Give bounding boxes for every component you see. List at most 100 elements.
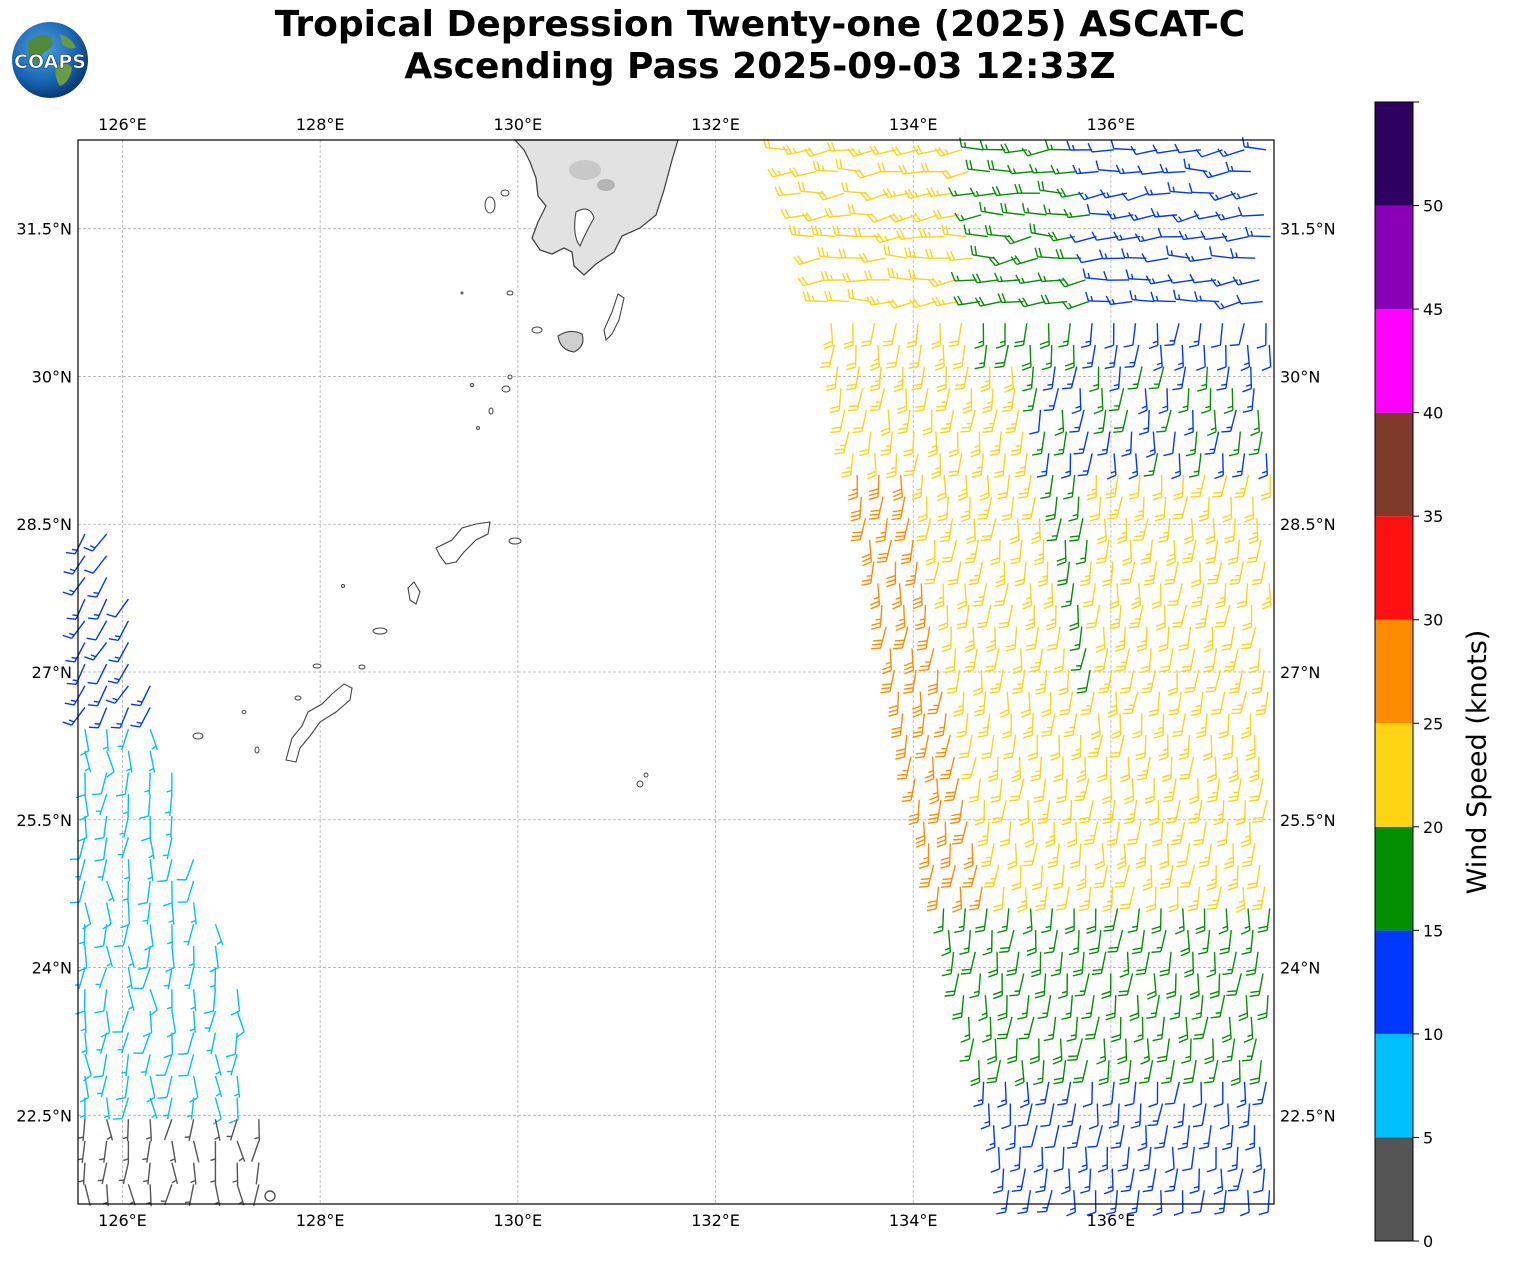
wind-barb <box>1188 799 1203 824</box>
wind-barb <box>1033 778 1047 803</box>
wind-barb <box>859 431 872 457</box>
wind-barb <box>911 474 924 500</box>
wind-barb <box>875 518 888 543</box>
islet <box>294 695 302 701</box>
wind-barb <box>93 1054 108 1079</box>
wind-barb <box>115 1075 130 1101</box>
wind-barb <box>846 344 857 371</box>
wind-barb <box>767 167 795 178</box>
wind-barb <box>914 388 929 412</box>
wind-barb <box>1166 799 1181 824</box>
wind-barb <box>841 272 869 283</box>
wind-barb <box>1138 409 1150 436</box>
wind-barb <box>209 945 219 973</box>
wind-barb <box>236 1140 246 1162</box>
wind-barb <box>1137 1125 1148 1152</box>
wind-barb <box>1221 409 1237 433</box>
wind-barb <box>1206 778 1221 803</box>
wind-barb <box>999 821 1012 847</box>
colorbar-label: Wind Speed (knots) <box>1462 630 1493 895</box>
wind-barb <box>1105 1190 1119 1215</box>
wind-barb <box>1093 388 1104 415</box>
wind-barb <box>169 1140 177 1163</box>
wind-barb <box>1009 518 1020 545</box>
wind-barb <box>137 945 151 970</box>
wind-barb <box>973 1081 985 1108</box>
wind-barb <box>1043 204 1069 216</box>
wind-barb <box>1037 180 1062 194</box>
wind-barb <box>997 474 1011 500</box>
wind-barb <box>1151 929 1167 954</box>
wind-barb <box>1217 148 1245 158</box>
wind-barb <box>1061 583 1075 608</box>
wind-barb <box>1221 1038 1236 1063</box>
wind-barb <box>861 539 873 567</box>
wind-barb <box>817 190 845 201</box>
wind-barb <box>1077 453 1093 477</box>
wind-barb <box>1224 843 1235 870</box>
wind-barb <box>1163 778 1177 803</box>
wind-barb <box>1206 886 1222 910</box>
colorbar-tick-label: 5 <box>1423 1128 1433 1147</box>
wind-barb <box>1101 973 1112 1000</box>
wind-barb <box>130 685 151 707</box>
wind-barb <box>162 837 173 860</box>
colorbar-tick-label: 50 <box>1423 197 1443 216</box>
wind-barb <box>1135 951 1150 976</box>
wind-barb <box>1152 1190 1163 1217</box>
wind-barb <box>916 518 932 542</box>
wind-barb <box>986 626 997 653</box>
wind-barb <box>1171 214 1199 223</box>
wind-barb <box>824 291 850 303</box>
wind-barb <box>226 1054 238 1076</box>
wind-barb <box>1204 1038 1215 1065</box>
wind-barb <box>873 233 901 244</box>
wind-barb <box>1145 275 1173 285</box>
wind-barb <box>931 296 959 307</box>
wind-barb <box>64 685 86 706</box>
wind-barb <box>960 951 976 975</box>
wind-barb <box>1059 691 1074 716</box>
lat-tick-label-right: 27°N <box>1280 663 1320 682</box>
wind-barb <box>1030 518 1041 545</box>
wind-barb <box>1149 800 1160 826</box>
wind-barb <box>1104 323 1115 349</box>
wind-barb <box>1236 294 1263 305</box>
wind-barb <box>1214 453 1224 480</box>
wind-barb <box>62 620 86 640</box>
wind-barb <box>1176 843 1191 868</box>
wind-barb <box>991 799 1007 824</box>
wind-barb <box>79 794 89 821</box>
wind-barb <box>860 323 876 347</box>
colorbar-tick-label: 30 <box>1423 611 1443 630</box>
wind-barb <box>1164 323 1180 347</box>
wind-barb <box>105 1119 114 1141</box>
wind-barb <box>1187 886 1201 912</box>
wind-barb <box>941 224 967 238</box>
wind-barb <box>1154 496 1167 522</box>
wind-barb <box>1248 518 1259 545</box>
wind-barb <box>1227 865 1239 891</box>
wind-barb <box>947 561 962 586</box>
wind-barb <box>122 880 130 903</box>
wind-barb <box>974 800 986 826</box>
wind-barb <box>122 794 130 817</box>
islet <box>531 326 543 334</box>
wind-barb <box>956 713 969 738</box>
colorbar-bin <box>1375 102 1413 206</box>
wind-barb <box>900 539 914 565</box>
wind-barb <box>1230 1060 1241 1087</box>
wind-barb <box>954 212 982 222</box>
wind-barb <box>84 750 92 773</box>
wind-barb <box>1029 1038 1040 1065</box>
wind-barb <box>103 1097 111 1120</box>
wind-barb <box>1069 626 1083 652</box>
wind-barb <box>178 1032 195 1055</box>
wind-barb <box>897 409 911 435</box>
islet <box>460 291 464 295</box>
wind-barb <box>166 1010 177 1038</box>
wind-barb <box>214 1119 221 1141</box>
wind-barb <box>1123 323 1137 348</box>
islet <box>241 710 247 714</box>
wind-barb <box>927 799 942 824</box>
